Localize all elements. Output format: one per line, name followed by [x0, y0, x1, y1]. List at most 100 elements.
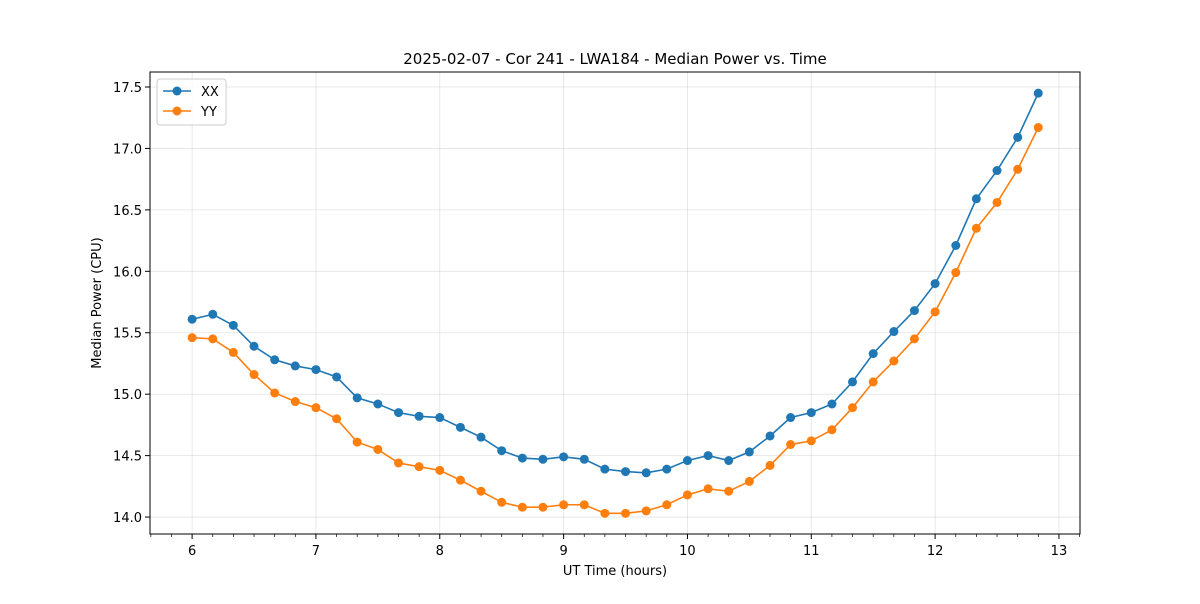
plot-frame: [149, 71, 1081, 535]
data-point-yy: [332, 414, 342, 424]
data-point-yy: [848, 403, 858, 413]
data-point-yy: [806, 436, 816, 446]
x-tick-label: 9: [559, 544, 567, 559]
data-point-yy: [786, 440, 796, 450]
data-point-yy: [476, 486, 486, 496]
x-tick-label: 11: [803, 544, 820, 559]
data-point-xx: [889, 327, 899, 337]
grid: [150, 72, 1080, 534]
data-point-xx: [249, 341, 259, 351]
data-point-xx: [1013, 132, 1023, 142]
data-point-xx: [352, 393, 362, 403]
data-point-yy: [621, 508, 631, 518]
data-point-yy: [724, 486, 734, 496]
data-point-yy: [971, 223, 981, 233]
legend-label-xx: XX: [201, 85, 219, 100]
data-point-xx: [497, 446, 507, 456]
y-tick-label: 14.5: [113, 450, 142, 465]
data-point-xx: [394, 408, 404, 418]
data-point-yy: [497, 497, 507, 507]
series-group: [187, 88, 1043, 518]
y-tick-label: 17.0: [113, 142, 142, 157]
data-point-yy: [765, 460, 775, 470]
data-point-yy: [951, 268, 961, 278]
y-tick-label: 16.5: [113, 204, 142, 219]
data-point-xx: [724, 456, 734, 466]
y-axis-label: Median Power (CPU): [90, 237, 105, 368]
data-point-xx: [228, 320, 238, 330]
data-point-xx: [1033, 88, 1043, 98]
data-point-xx: [208, 309, 218, 319]
data-point-xx: [930, 279, 940, 289]
data-point-xx: [559, 452, 569, 462]
data-point-xx: [682, 456, 692, 466]
x-tick-label: 13: [1051, 544, 1068, 559]
legend-marker-xx: [172, 86, 182, 96]
data-point-xx: [435, 413, 445, 423]
data-point-xx: [579, 454, 589, 464]
data-point-xx: [600, 464, 610, 474]
data-point-yy: [270, 388, 280, 398]
data-point-xx: [517, 453, 527, 463]
data-point-xx: [455, 422, 465, 432]
data-point-yy: [187, 333, 197, 343]
legend-marker-yy: [172, 106, 182, 116]
data-point-yy: [352, 437, 362, 447]
x-tick-label: 12: [927, 544, 944, 559]
y-tick-label: 15.5: [113, 327, 142, 342]
data-point-yy: [641, 506, 651, 516]
data-point-yy: [744, 476, 754, 486]
data-point-xx: [848, 377, 858, 387]
series-line-xx: [191, 92, 1039, 474]
data-point-xx: [744, 447, 754, 457]
data-point-yy: [1013, 164, 1023, 174]
data-point-yy: [662, 500, 672, 510]
data-point-yy: [373, 444, 383, 454]
legend: XX YY: [156, 78, 227, 126]
y-tick-label: 16.0: [113, 265, 142, 280]
data-point-xx: [765, 431, 775, 441]
data-point-xx: [414, 411, 424, 421]
data-point-xx: [332, 372, 342, 382]
x-tick-label: 7: [312, 544, 320, 559]
data-point-yy: [414, 462, 424, 472]
data-point-yy: [517, 502, 527, 512]
data-point-xx: [827, 399, 837, 409]
x-tick-label: 6: [188, 544, 196, 559]
x-axis-label: UT Time (hours): [563, 564, 667, 579]
data-point-xx: [187, 314, 197, 324]
data-point-yy: [827, 425, 837, 435]
legend-label-yy: YY: [200, 105, 217, 120]
data-point-yy: [435, 465, 445, 475]
y-tick-label: 15.0: [113, 388, 142, 403]
data-point-xx: [538, 454, 548, 464]
data-point-yy: [868, 377, 878, 387]
data-point-xx: [703, 451, 713, 461]
data-point-xx: [621, 467, 631, 477]
data-point-yy: [538, 502, 548, 512]
data-point-yy: [311, 403, 321, 413]
data-point-xx: [290, 361, 300, 371]
data-point-yy: [930, 307, 940, 317]
data-point-yy: [228, 347, 238, 357]
data-point-yy: [909, 334, 919, 344]
data-point-yy: [889, 356, 899, 366]
data-point-xx: [992, 166, 1002, 176]
data-point-yy: [579, 500, 589, 510]
x-tick-label: 8: [436, 544, 444, 559]
data-point-xx: [951, 240, 961, 250]
data-point-yy: [559, 500, 569, 510]
data-point-yy: [290, 397, 300, 407]
data-point-yy: [682, 490, 692, 500]
data-point-yy: [249, 370, 259, 380]
data-point-yy: [703, 484, 713, 494]
data-point-xx: [909, 306, 919, 316]
data-point-xx: [641, 468, 651, 478]
data-point-xx: [662, 464, 672, 474]
data-point-xx: [971, 194, 981, 204]
data-point-xx: [786, 413, 796, 423]
x-tick-label: 10: [679, 544, 696, 559]
data-point-yy: [455, 475, 465, 485]
y-tick-label: 17.5: [113, 81, 142, 96]
